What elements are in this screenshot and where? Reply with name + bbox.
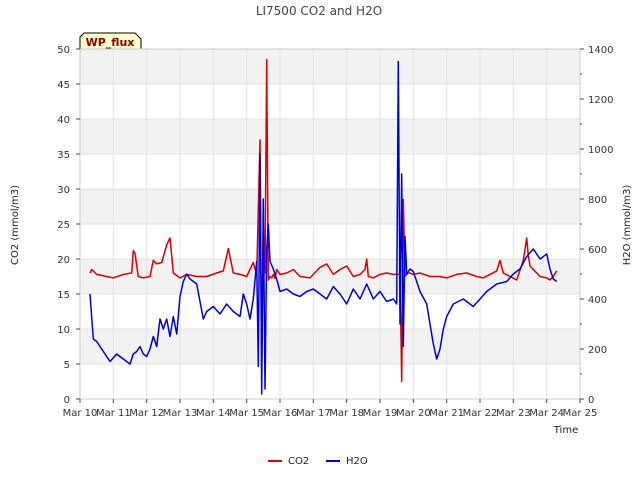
y-right-tick-label: 1000 [588, 145, 613, 156]
legend-co2-label: CO2 [288, 456, 309, 467]
y-left-tick-label: 35 [57, 150, 70, 161]
y-left-tick-label: 0 [64, 395, 70, 406]
x-tick-label: Mar 19 [363, 408, 398, 419]
band-5-10 [80, 329, 580, 364]
y-left-tick-label: 50 [57, 45, 70, 56]
y-left-tick-label: 30 [57, 185, 70, 196]
x-tick-label: Mar 22 [463, 408, 498, 419]
x-tick-label: Mar 16 [263, 408, 298, 419]
x-tick-label: Mar 21 [429, 408, 464, 419]
x-tick-label: Mar 23 [496, 408, 531, 419]
y-right-tick-label: 0 [588, 395, 594, 406]
x-axis-label: Time [553, 425, 578, 436]
station-badge: WP_flux [79, 32, 142, 50]
y-left-tick-label: 25 [57, 220, 70, 231]
legend: CO2 H2O [268, 456, 368, 467]
legend-h2o-label: H2O [346, 456, 368, 467]
background-bands [80, 49, 580, 364]
y-right-tick-label: 400 [588, 295, 607, 306]
y-axis-left: 0 5 10 15 20 25 30 35 40 45 50 [57, 45, 80, 406]
band-35-40 [80, 119, 580, 154]
series-layer [89, 58, 558, 395]
series-line-h2o [89, 60, 558, 395]
y-axis-left-label: CO2 (mmol/m3) [10, 185, 21, 265]
badge-label: WP_flux [86, 36, 135, 49]
x-tick-label: Mar 17 [296, 408, 331, 419]
y-right-tick-label: 1200 [588, 95, 613, 106]
x-tick-label: Mar 18 [329, 408, 364, 419]
x-tick-label: Mar 12 [129, 408, 164, 419]
y-left-tick-label: 20 [57, 255, 70, 266]
band-45-50 [80, 49, 580, 84]
band-25-30 [80, 189, 580, 224]
x-tick-label: Mar 24 [529, 408, 564, 419]
x-tick-label: Mar 15 [229, 408, 264, 419]
x-tick-label: Mar 25 [563, 408, 598, 419]
x-tick-label: Mar 14 [196, 408, 231, 419]
x-tick-label: Mar 11 [96, 408, 131, 419]
y-left-tick-label: 10 [57, 325, 70, 336]
x-tick-label: Mar 20 [396, 408, 431, 419]
y-right-tick-label: 800 [588, 195, 607, 206]
y-right-tick-label: 600 [588, 245, 607, 256]
y-right-tick-label: 200 [588, 345, 607, 356]
y-left-tick-label: 15 [57, 290, 70, 301]
y-axis-right: 0 200 400 600 800 1000 1200 1400 [580, 45, 613, 406]
y-right-tick-label: 1400 [588, 45, 613, 56]
chart-title: LI7500 CO2 and H2O [256, 4, 382, 18]
band-15-20 [80, 259, 580, 294]
x-tick-label: Mar 13 [163, 408, 198, 419]
y-axis-right-label: H2O (mmol/m3) [622, 185, 633, 266]
x-tick-label: Mar 10 [63, 408, 98, 419]
y-left-tick-label: 40 [57, 115, 70, 126]
y-left-tick-label: 5 [64, 360, 70, 371]
series-line-co2 [89, 58, 558, 383]
y-left-tick-label: 45 [57, 80, 70, 91]
